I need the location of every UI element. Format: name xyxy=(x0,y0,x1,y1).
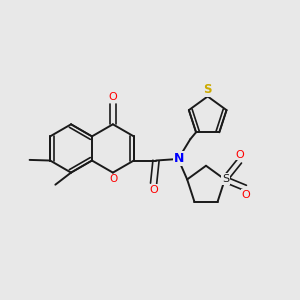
Text: S: S xyxy=(203,83,212,96)
Text: N: N xyxy=(174,152,184,164)
Text: O: O xyxy=(149,185,158,195)
Text: O: O xyxy=(109,92,117,102)
Text: O: O xyxy=(242,190,250,200)
Text: S: S xyxy=(222,174,229,184)
Text: O: O xyxy=(110,174,118,184)
Text: O: O xyxy=(236,149,244,160)
